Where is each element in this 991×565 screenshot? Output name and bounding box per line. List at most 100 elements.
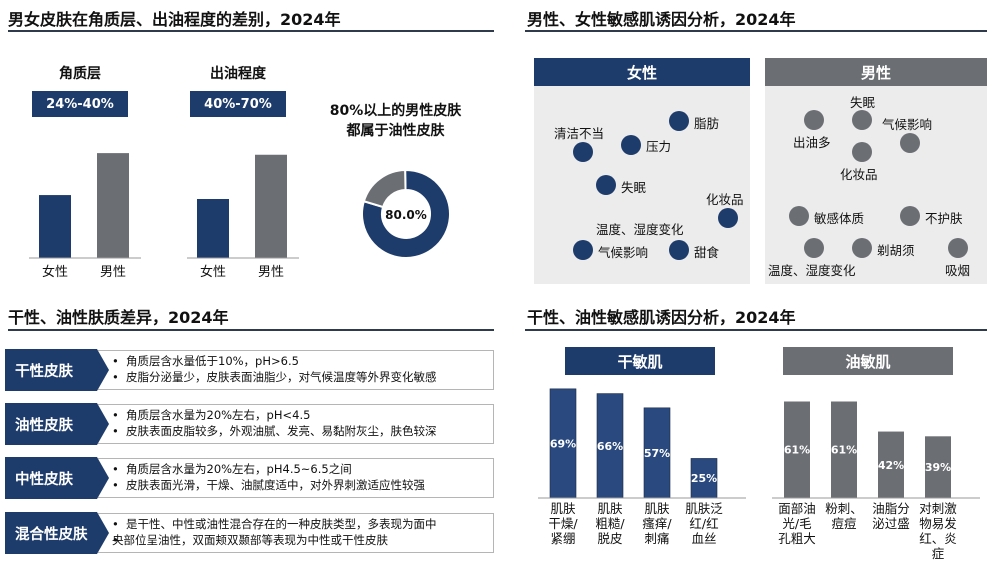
desc-line: 角质层含水量低于10%，pH>6.5 xyxy=(112,353,487,369)
factor-dot xyxy=(669,240,689,260)
x-tick-label: 红、炎 xyxy=(919,531,957,546)
x-tick-label: 面部油 xyxy=(778,501,816,516)
oil-bars: 女性 男性 xyxy=(187,154,299,280)
male-factor-label: 气候影响 xyxy=(882,117,933,132)
male-factor-label: 化妆品 xyxy=(840,167,878,182)
female-factor-label: 清洁不当 xyxy=(554,126,605,141)
x-tick-label: 红/红 xyxy=(689,516,718,531)
factor-dot xyxy=(900,133,920,153)
female-panel: 女性 xyxy=(534,58,750,284)
data-label: 61% xyxy=(831,444,857,457)
donut-note-line1: 80%以上的男性皮肤 xyxy=(329,103,462,119)
female-factor-label: 脂肪 xyxy=(694,116,720,131)
chevron-shape xyxy=(5,403,109,445)
x-tick-label: 瘙痒/ xyxy=(642,516,672,531)
data-label: 42% xyxy=(878,459,904,472)
male-factor-label: 失眠 xyxy=(850,95,876,110)
bar xyxy=(878,431,904,498)
x-tick-label: 女性 xyxy=(200,264,226,280)
factor-dot xyxy=(804,110,824,130)
male-factor-label: 出油多 xyxy=(793,135,831,150)
male-factor-label: 温度、湿度变化 xyxy=(768,263,856,278)
donut-slice xyxy=(362,168,407,209)
section1-title: 男女皮肤在角质层、出油程度的差别，2024年 xyxy=(8,10,341,29)
bar xyxy=(831,401,857,498)
male-factor-label: 吸烟 xyxy=(945,263,971,278)
desc-line: 角质层含水量为20%左右，pH<4.5 xyxy=(112,407,487,423)
factor-dot xyxy=(948,238,968,258)
chevron-shape xyxy=(5,457,109,499)
bar xyxy=(925,436,951,498)
stratum-chart: 女性 男性 xyxy=(29,153,141,280)
desc-line: 央部位呈油性，双面颊双颞部等表现为中性或干性皮肤 xyxy=(112,532,487,548)
oil-chart: 女性 男性 xyxy=(187,154,299,280)
x-tick-label: 肌肤泛 xyxy=(685,501,723,516)
stratum-bars: 女性 男性 xyxy=(29,153,141,280)
female-factor-label: 甜食 xyxy=(694,245,720,260)
desc-line: 皮肤表面皮脂较多，外观油腻、发亮、易黏附灰尘，肤色较深 xyxy=(112,423,487,439)
section3-divider xyxy=(8,329,494,331)
factor-dot xyxy=(804,238,824,258)
x-tick-label: 粗糙/ xyxy=(595,516,625,531)
section4-title: 干性、油性敏感肌诱因分析，2024年 xyxy=(527,308,796,327)
x-tick-label: 痘痘 xyxy=(831,516,857,531)
oily-sensitive-header: 油敏肌 xyxy=(783,347,953,375)
factor-dot xyxy=(621,135,641,155)
skin-type-name: 干性皮肤 xyxy=(15,363,73,380)
x-tick-label: 光/毛 xyxy=(782,516,812,531)
section2-divider xyxy=(525,30,987,32)
factor-dot xyxy=(900,206,920,226)
bar xyxy=(97,153,129,258)
x-tick-label: 孔粗大 xyxy=(778,531,816,546)
x-tick-label: 肌肤 xyxy=(550,501,576,516)
section1-divider xyxy=(8,30,494,32)
factor-dot xyxy=(852,238,872,258)
bar xyxy=(39,195,71,258)
stratum-range-badge: 24%-40% xyxy=(32,91,128,117)
male-factor-label: 剃胡须 xyxy=(877,243,915,258)
data-label: 69% xyxy=(550,437,576,450)
factor-dot xyxy=(789,206,809,226)
stratum-label: 角质层 xyxy=(59,66,101,82)
male-factor-label: 不护肤 xyxy=(925,211,963,226)
donut-note-line2: 都属于油性皮肤 xyxy=(346,123,445,139)
donut-chart: 80.0% xyxy=(361,168,450,258)
x-tick-label: 刺痛 xyxy=(644,531,669,546)
x-tick-label: 血丝 xyxy=(691,531,716,546)
female-factor-label: 化妆品 xyxy=(706,192,744,207)
skin-type-desc-combination: 是干性、中性或油性混合存在的一种皮肤类型，多表现为面中 央部位呈油性，双面颊双颞… xyxy=(98,513,494,553)
donut-slices xyxy=(361,168,450,258)
x-tick-label: 粉刺、 xyxy=(825,501,863,516)
donut-slice xyxy=(361,169,450,258)
data-label: 57% xyxy=(644,447,670,460)
skin-type-desc-dry: 角质层含水量低于10%，pH>6.5 皮脂分泌量少，皮肤表面油脂少，对气候温度等… xyxy=(98,350,494,390)
skin-type-dry-tag: 干性皮肤 xyxy=(5,349,109,391)
x-tick-label: 肌肤 xyxy=(597,501,623,516)
bar xyxy=(549,388,577,499)
section4-divider xyxy=(525,329,987,331)
male-panel-header: 男性 xyxy=(765,58,987,86)
dry-sensitive-header: 干敏肌 xyxy=(565,347,715,375)
female-factor-label: 失眠 xyxy=(621,180,647,195)
female-factor-label: 气候影响 xyxy=(598,245,649,260)
donut-center-label: 80.0% xyxy=(385,208,427,222)
x-tick-label: 紧绷 xyxy=(550,531,575,546)
factor-dot xyxy=(852,110,872,130)
x-tick-label: 干燥/ xyxy=(548,516,578,531)
data-label: 39% xyxy=(925,461,951,474)
female-factor-label: 温度、湿度变化 xyxy=(596,222,684,237)
desc-line: 是干性、中性或油性混合存在的一种皮肤类型，多表现为面中 xyxy=(112,516,487,532)
data-label: 61% xyxy=(784,444,810,457)
x-tick-label: 油脂分 xyxy=(872,501,910,516)
bar xyxy=(197,199,229,258)
data-label: 25% xyxy=(691,472,717,485)
skin-type-desc-oily: 角质层含水量为20%左右，pH<4.5 皮肤表面皮脂较多，外观油腻、发亮、易黏附… xyxy=(98,404,494,444)
x-tick-label: 脱皮 xyxy=(597,531,622,546)
skin-type-name: 混合性皮肤 xyxy=(15,526,88,543)
factor-dot xyxy=(852,142,872,162)
bar xyxy=(255,154,287,258)
